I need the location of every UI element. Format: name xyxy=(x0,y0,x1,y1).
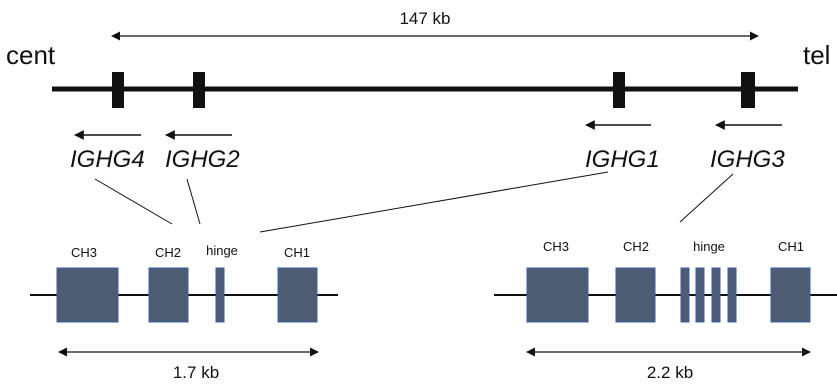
exon-ch2-left xyxy=(148,267,189,323)
cent-label: cent xyxy=(6,40,56,70)
gene-marker-ighg3 xyxy=(741,72,755,108)
exon-ch2-right xyxy=(615,267,656,323)
exon-hinge-right-3 xyxy=(711,267,721,323)
domain-label-ch1-right: CH1 xyxy=(778,239,804,254)
gene-label-ighg2: IGHG2 xyxy=(165,146,240,173)
gene-marker-ighg2 xyxy=(193,72,205,108)
gene-structure-right: CH3 CH2 hinge CH1 2.2 kb xyxy=(494,239,837,382)
connector-ighg3 xyxy=(679,173,734,223)
exon-hinge-left xyxy=(215,267,225,323)
connector-ighg1 xyxy=(259,171,609,233)
length-label-left: 1.7 kb xyxy=(173,363,219,382)
exon-ch1-right xyxy=(770,267,811,323)
domain-label-ch2-right: CH2 xyxy=(623,239,649,254)
exon-hinge-right-4 xyxy=(727,267,737,323)
locus-span-label: 147 kb xyxy=(399,9,450,28)
domain-label-ch1-left: CH1 xyxy=(284,245,310,260)
length-label-right: 2.2 kb xyxy=(647,363,693,382)
domain-label-hinge-left: hinge xyxy=(206,243,238,258)
gene-label-ighg1: IGHG1 xyxy=(585,146,660,173)
domain-label-hinge-right: hinge xyxy=(693,239,725,254)
gene-marker-ighg4 xyxy=(112,72,124,108)
tel-label: tel xyxy=(803,40,830,70)
gene-label-ighg3: IGHG3 xyxy=(710,146,785,173)
gene-structure-left: CH3 CH2 hinge CH1 1.7 kb xyxy=(30,243,338,382)
exon-ch1-left xyxy=(277,267,318,323)
exon-hinge-right-2 xyxy=(695,267,705,323)
connector-ighg4 xyxy=(94,178,173,225)
exon-ch3-right xyxy=(526,267,589,323)
connector-ighg2 xyxy=(186,178,201,225)
domain-label-ch2-left: CH2 xyxy=(155,245,181,260)
domain-label-ch3-left: CH3 xyxy=(71,245,97,260)
exon-ch3-left xyxy=(56,267,119,323)
domain-label-ch3-right: CH3 xyxy=(543,239,569,254)
gene-marker-ighg1 xyxy=(613,72,625,108)
gene-label-ighg4: IGHG4 xyxy=(70,146,145,173)
exon-hinge-right-1 xyxy=(680,267,690,323)
